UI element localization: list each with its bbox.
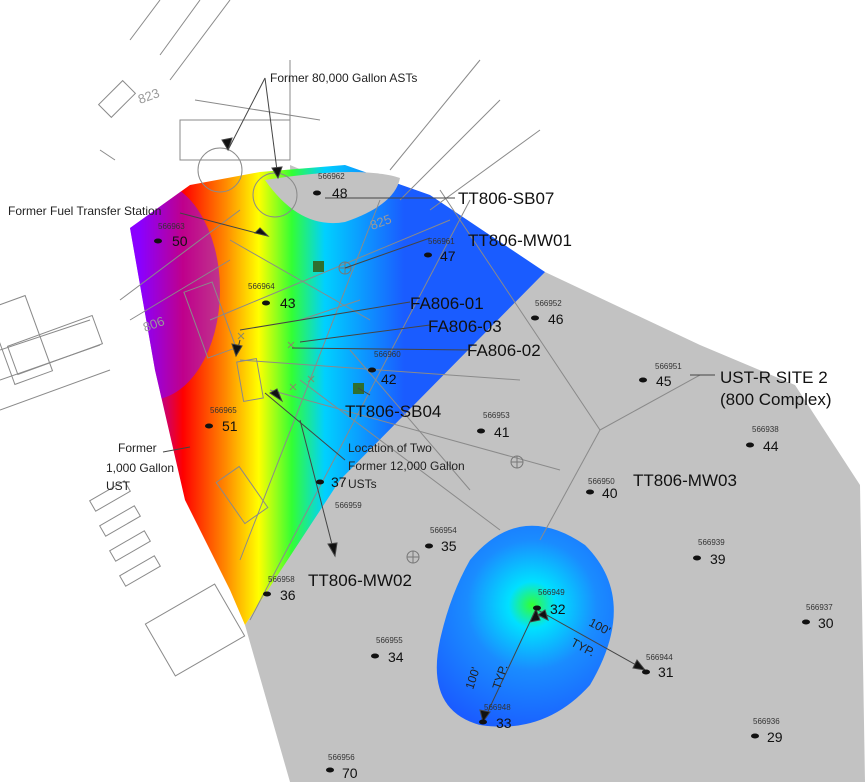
sample-number: 51: [222, 418, 238, 434]
building-825-label: 825: [368, 211, 394, 233]
sample-id: 566949: [538, 588, 565, 597]
sample-point: 566962 48: [313, 172, 348, 201]
sample-point: 566964 43: [248, 282, 296, 311]
sample-point: 566952 46: [531, 299, 564, 327]
sample-id: 566948: [484, 703, 511, 712]
sample-id: 566955: [376, 636, 403, 645]
well-label-mw01: TT806-MW01: [468, 231, 572, 250]
sample-number: 37: [331, 474, 347, 490]
sample-number: 45: [656, 373, 672, 389]
sample-number: 39: [710, 551, 726, 567]
well-label-mw02: TT806-MW02: [308, 571, 412, 590]
sample-number: 33: [496, 715, 512, 731]
sample-point: 566937 30: [802, 603, 834, 631]
building-823-label: 823: [136, 85, 162, 107]
sample-id: 566954: [430, 526, 457, 535]
sample-id: 566961: [428, 237, 455, 246]
sample-number: 40: [602, 485, 618, 501]
leader-lines: [162, 77, 715, 724]
sample-point: 566938 44: [746, 425, 779, 454]
sample-point: 566944 31: [642, 653, 674, 680]
sample-id: 566938: [752, 425, 779, 434]
sample-id: 566939: [698, 538, 725, 547]
sample-point: 566948 33: [479, 703, 512, 731]
sample-id: 566952: [535, 299, 562, 308]
sample-number: 48: [332, 185, 348, 201]
sample-number: 42: [381, 371, 397, 387]
sample-point: 566936 29: [751, 717, 783, 745]
soil-boring-square: [313, 261, 324, 272]
well-label-mw03: TT806-MW03: [633, 471, 737, 490]
sample-point: 566954 35: [425, 526, 457, 554]
sample-number: 41: [494, 424, 510, 440]
sample-id: 566963: [158, 222, 185, 231]
sample-point: 566958 36: [263, 575, 296, 603]
sample-number: 36: [280, 587, 296, 603]
sample-id: 566956: [328, 753, 355, 762]
sample-number: 46: [548, 311, 564, 327]
sample-number: 30: [818, 615, 834, 631]
sample-id: 566965: [210, 406, 237, 415]
sample-id: 566953: [483, 411, 510, 420]
sample-number: 70: [342, 765, 358, 781]
sample-point: 566949 32: [533, 588, 566, 617]
sample-point: 566961 47: [424, 237, 456, 264]
sample-point: 566960 42: [368, 350, 401, 387]
building-806-label: 806: [141, 313, 167, 335]
sample-id: 566962: [318, 172, 345, 181]
sample-number: 35: [441, 538, 457, 554]
sample-id: 566950: [588, 477, 615, 486]
site-label-line1: UST-R SITE 2: [720, 368, 828, 387]
two-usts-label-line2: Former 12,000 Gallon: [348, 459, 465, 473]
former-ust-label-line2: 1,000 Gallon: [106, 461, 174, 475]
sample-id: 566960: [374, 350, 401, 359]
former-asts-label: Former 80,000 Gallon ASTs: [270, 71, 417, 85]
well-label-fa02: FA806-02: [467, 341, 541, 360]
sample-number: 29: [767, 729, 783, 745]
sample-id: 566959: [335, 501, 362, 510]
sample-point: 566959 37: [316, 474, 362, 510]
sample-point: 566939 39: [693, 538, 726, 567]
sample-number: 32: [550, 601, 566, 617]
well-label-fa01: FA806-01: [410, 294, 484, 313]
sample-id: 566964: [248, 282, 275, 291]
hotspot: [436, 525, 614, 727]
sample-id: 566958: [268, 575, 295, 584]
former-ust-label-line1: Former: [118, 441, 157, 455]
sample-point: 566955 34: [371, 636, 404, 665]
well-label-sb07: TT806-SB07: [458, 189, 554, 208]
sample-number: 47: [440, 248, 456, 264]
sample-id: 566936: [753, 717, 780, 726]
two-usts-label-line1: Location of Two: [348, 441, 432, 455]
sample-id: 566951: [655, 362, 682, 371]
sample-point: 566956 70: [326, 753, 358, 781]
sample-number: 50: [172, 233, 188, 249]
site-label-line2: (800 Complex): [720, 390, 832, 409]
sample-point: 566963 50: [154, 222, 188, 249]
sample-number: 44: [763, 438, 779, 454]
sample-point: 566965 51: [205, 406, 238, 434]
former-ust-label-line3: UST: [106, 479, 131, 493]
fuel-transfer-label: Former Fuel Transfer Station: [8, 204, 161, 218]
star-symbols: [237, 332, 315, 391]
well-label-fa03: FA806-03: [428, 317, 502, 336]
two-usts-label-line3: USTs: [348, 477, 377, 491]
sample-point: 566953 41: [477, 411, 510, 440]
sample-number: 31: [658, 664, 674, 680]
distance-label: 100': [463, 665, 483, 691]
sample-id: 566944: [646, 653, 673, 662]
well-label-sb04: TT806-SB04: [345, 402, 441, 421]
basemap-lines: [0, 0, 701, 677]
sample-id: 566937: [806, 603, 833, 612]
sample-number: 43: [280, 295, 296, 311]
sample-number: 34: [388, 649, 404, 665]
sample-point: 566951 45: [639, 362, 682, 389]
